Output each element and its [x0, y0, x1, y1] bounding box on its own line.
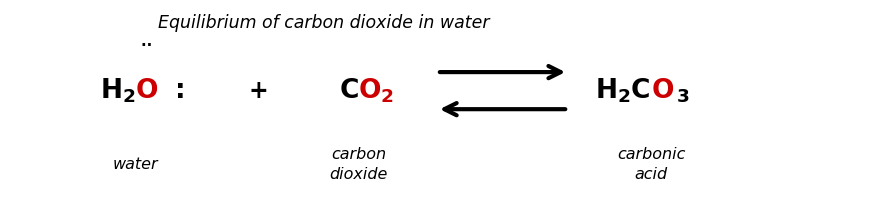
Text: $\bf{O_2}$: $\bf{O_2}$ — [358, 76, 394, 105]
Text: $\bf{C}$: $\bf{C}$ — [338, 78, 358, 104]
Text: $\bf{_3}$: $\bf{_3}$ — [676, 78, 690, 104]
Text: carbonic
acid: carbonic acid — [617, 147, 685, 182]
Text: water: water — [113, 157, 158, 172]
Text: $\bf{:}$: $\bf{:}$ — [169, 78, 184, 104]
Text: carbon
dioxide: carbon dioxide — [329, 147, 387, 182]
Text: Equilibrium of carbon dioxide in water: Equilibrium of carbon dioxide in water — [157, 14, 489, 32]
Text: $\bf{H_2C}$: $\bf{H_2C}$ — [595, 76, 651, 105]
Text: $\bf{H_2}$: $\bf{H_2}$ — [100, 76, 135, 105]
Text: $\bf{+}$: $\bf{+}$ — [248, 79, 267, 103]
Text: ··: ·· — [142, 38, 157, 53]
Text: $\bf{O}$: $\bf{O}$ — [135, 78, 158, 104]
Text: $\bf{O}$: $\bf{O}$ — [651, 78, 674, 104]
